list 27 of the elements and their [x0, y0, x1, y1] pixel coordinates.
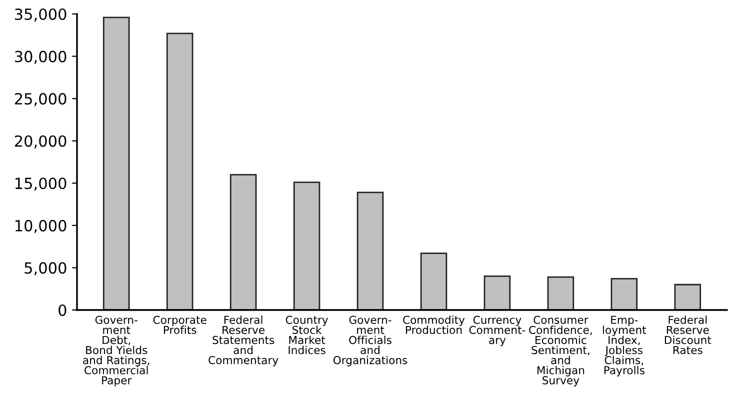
y-tick-label: 15,000: [16, 178, 66, 191]
bar: [102, 16, 130, 310]
bar: [674, 284, 702, 310]
x-tick-label: Country Stock Market Indices: [286, 316, 328, 354]
y-tick-label: 25,000: [14, 93, 66, 106]
x-tick-label: Federal Reserve Statements and Commentary: [208, 316, 278, 366]
x-tick-label: Consumer Confidence, Economic Sentiment, and Michigan Survey: [529, 316, 592, 386]
bar: [166, 32, 194, 310]
bar: [420, 252, 448, 310]
bar: [356, 192, 384, 310]
bar: [547, 276, 574, 310]
x-tick-label: Emp- loyment Index, Jobless Claims, Payrolls: [603, 316, 646, 376]
bar: [484, 275, 511, 310]
y-tick-label: 30,000: [14, 50, 66, 64]
y-tick-label: 35,000: [14, 8, 66, 22]
x-tick-label: Corporate Profits: [153, 316, 206, 334]
y-tick-label: 0: [58, 304, 66, 316]
bar: [610, 278, 638, 310]
y-tick-label: 10,000: [16, 220, 66, 234]
x-tick-label: Commodity Production: [403, 316, 465, 334]
bar: [230, 174, 257, 310]
x-tick-label: Currency Comment- ary: [469, 316, 526, 346]
x-tick-label: Govern- ment Debt, Bond Yields and Ratings, Commercial Paper: [83, 316, 150, 386]
x-tick-label: Federal Reserve Discount Rates: [664, 316, 712, 354]
y-tick-label: 5,000: [24, 262, 66, 276]
y-tick-label: 20,000: [14, 135, 66, 148]
bar: [293, 182, 320, 310]
